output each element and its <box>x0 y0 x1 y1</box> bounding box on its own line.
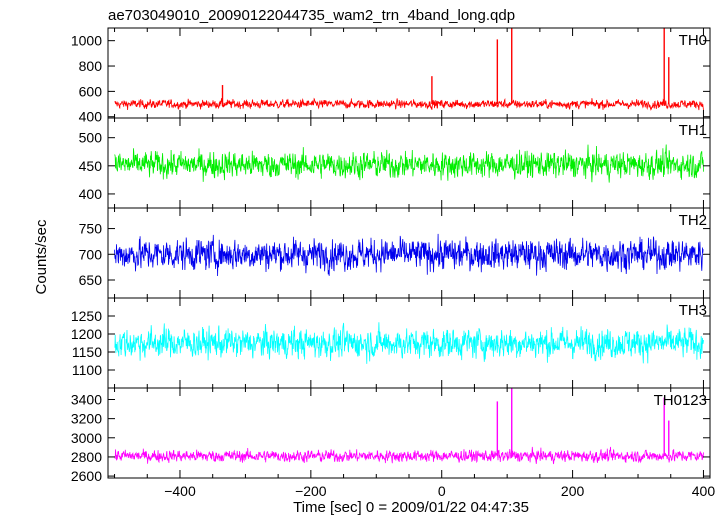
y-tick-label: 700 <box>79 246 103 262</box>
y-tick-label: 650 <box>79 272 103 288</box>
panel-th2: 650 700 750 TH2 <box>79 207 711 299</box>
panel-label-th2: TH2 <box>679 212 707 229</box>
y-tick-label: 400 <box>79 186 103 202</box>
y-tick-label: 2600 <box>71 468 102 484</box>
y-tick-label: 500 <box>79 130 103 146</box>
panel-th0: 400 600 800 1000 TH0 <box>71 27 711 125</box>
y-tick-label: 450 <box>79 158 103 174</box>
y-tick-label: 1100 <box>72 362 102 378</box>
y-tick-label: 800 <box>79 58 103 74</box>
y-tick-label: 750 <box>79 221 103 237</box>
y-tick-label: 3000 <box>71 430 102 446</box>
y-tick-label: 2800 <box>71 449 102 465</box>
series-line-th2 <box>114 233 704 277</box>
panel-frame <box>107 387 711 479</box>
y-tick-label: 400 <box>79 109 103 125</box>
y-tick-label: 1150 <box>72 344 102 360</box>
panels-group: 400 600 800 1000 TH0 400 450 500 TH1 650 700 750 TH2… <box>71 27 716 499</box>
series-line-th0123 <box>114 446 704 465</box>
y-tick-label: 3200 <box>71 411 102 427</box>
panel-label-th0: TH0 <box>679 32 707 49</box>
y-tick-label: 3400 <box>71 391 102 407</box>
x-tick-label: −200 <box>295 483 327 499</box>
x-tick-label: 0 <box>438 483 446 499</box>
x-axis-label: Time [sec] 0 = 2009/01/22 04:47:35 <box>293 499 529 516</box>
series-line-th0 <box>114 97 704 111</box>
x-tick-label: 400 <box>692 483 716 499</box>
y-tick-label: 1000 <box>71 33 102 49</box>
panel-th0123: 2600 2800 3000 3200 3400 TH0123 <box>71 387 711 484</box>
panel-label-th1: TH1 <box>679 122 707 139</box>
chart-title: ae703049010_20090122044735_wam2_trn_4ban… <box>108 7 515 24</box>
y-tick-label: 1250 <box>71 308 102 324</box>
panel-label-th3: TH3 <box>679 302 707 319</box>
series-line-th1 <box>114 144 704 183</box>
x-tick-label: −400 <box>164 483 196 499</box>
y-tick-label: 1200 <box>71 326 102 342</box>
y-tick-label: 600 <box>79 83 103 99</box>
x-tick-label: 200 <box>561 483 585 499</box>
panel-label-th0123: TH0123 <box>654 392 707 409</box>
panel-th3: 1100 1150 1200 1250 TH3 <box>71 297 711 389</box>
panel-th1: 400 450 500 TH1 <box>79 117 711 209</box>
y-axis-label: Counts/sec <box>33 219 50 295</box>
series-line-th3 <box>114 322 704 364</box>
